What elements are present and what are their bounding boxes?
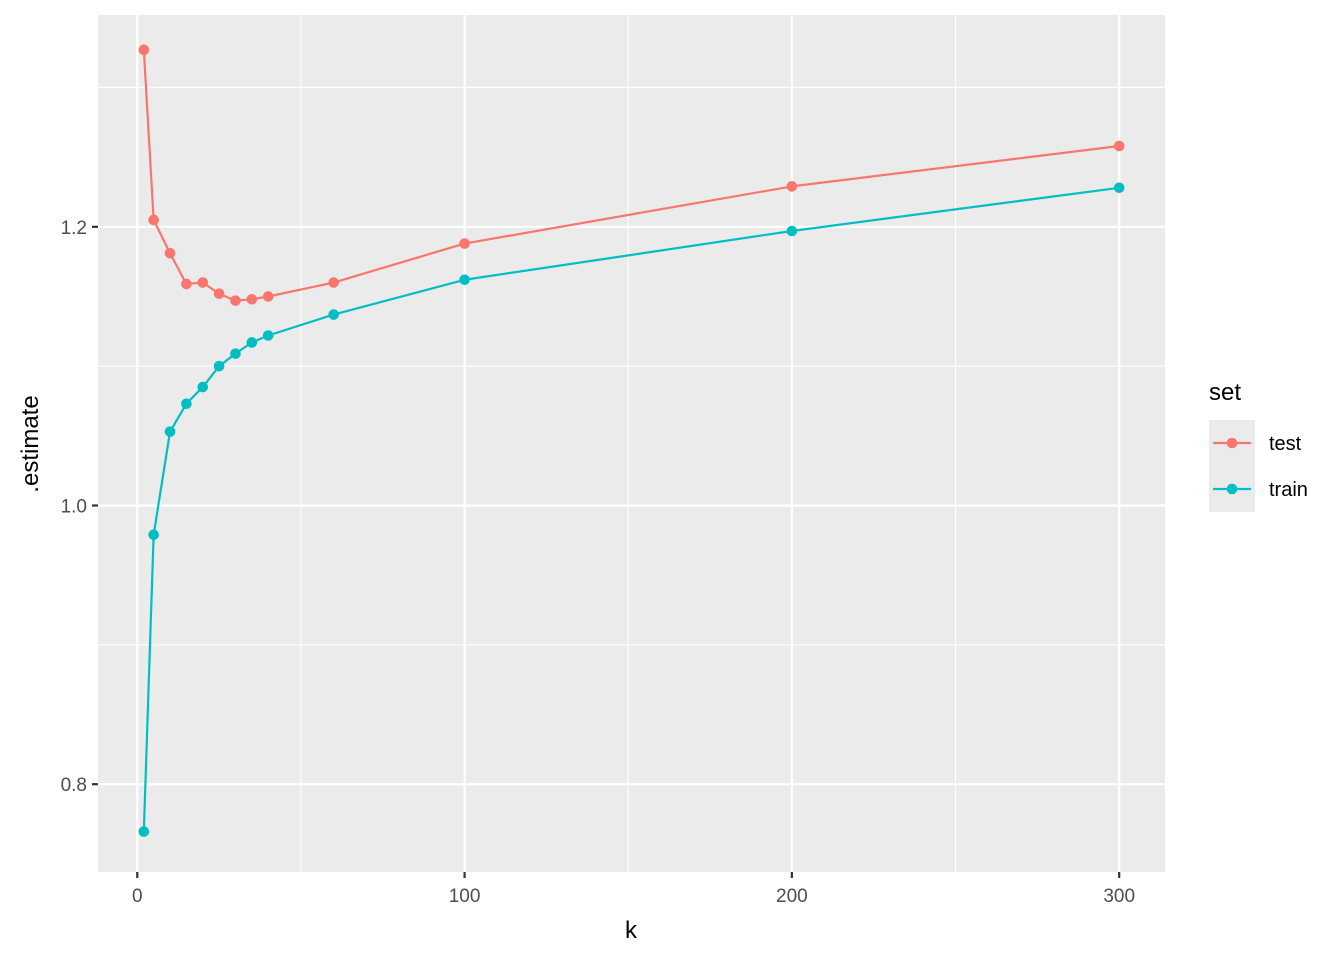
data-point-test [262, 291, 274, 302]
x-tick-label: 100 [449, 886, 481, 907]
data-point-test [1113, 140, 1125, 152]
axis-ticks [92, 225, 1121, 878]
legend: set test train [1209, 379, 1308, 512]
plot-panel [98, 15, 1165, 872]
data-point-train [230, 348, 241, 359]
data-point-train [138, 826, 150, 837]
minor-gridlines [98, 15, 1165, 872]
data-point-train [246, 337, 258, 348]
data-point-test [246, 293, 258, 305]
y-axis-tick-labels: 0.8 1.0 1.2 [61, 218, 87, 796]
data-point-train [328, 309, 339, 320]
data-point-test [786, 181, 798, 192]
data-point-test [181, 278, 192, 290]
data-point-test [164, 247, 176, 259]
x-axis-title: k [625, 917, 638, 944]
data-point-train [181, 398, 192, 410]
data-point-test [328, 277, 339, 288]
data-point-train [786, 225, 798, 237]
data-point-test [459, 238, 470, 249]
data-point-test [230, 295, 241, 306]
y-tick-label: 0.8 [61, 775, 87, 796]
data-point-test [197, 277, 209, 288]
y-tick-label: 1.0 [61, 497, 87, 518]
legend-title: set [1209, 379, 1241, 406]
data-point-test [148, 214, 159, 226]
data-point-train [164, 426, 176, 437]
x-axis-tick-labels: 0 100 200 300 [132, 886, 1135, 907]
data-point-test [138, 44, 150, 56]
data-point-train [148, 529, 159, 541]
data-point-train [459, 274, 470, 286]
y-tick-label: 1.2 [61, 218, 87, 239]
legend-point-train [1226, 483, 1238, 495]
legend-label-test: test [1269, 433, 1302, 455]
series-layer [138, 44, 1125, 837]
y-axis-title: .estimate [17, 395, 44, 492]
data-point-train [197, 381, 209, 393]
x-tick-label: 200 [776, 886, 808, 907]
data-point-train [213, 360, 225, 372]
legend-label-train: train [1269, 479, 1308, 501]
data-point-train [262, 330, 274, 341]
legend-point-test [1226, 437, 1238, 449]
data-point-test [213, 288, 225, 299]
x-tick-label: 300 [1103, 886, 1135, 907]
major-gridlines [98, 15, 1165, 872]
x-tick-label: 0 [132, 886, 143, 907]
data-point-train [1113, 182, 1125, 194]
